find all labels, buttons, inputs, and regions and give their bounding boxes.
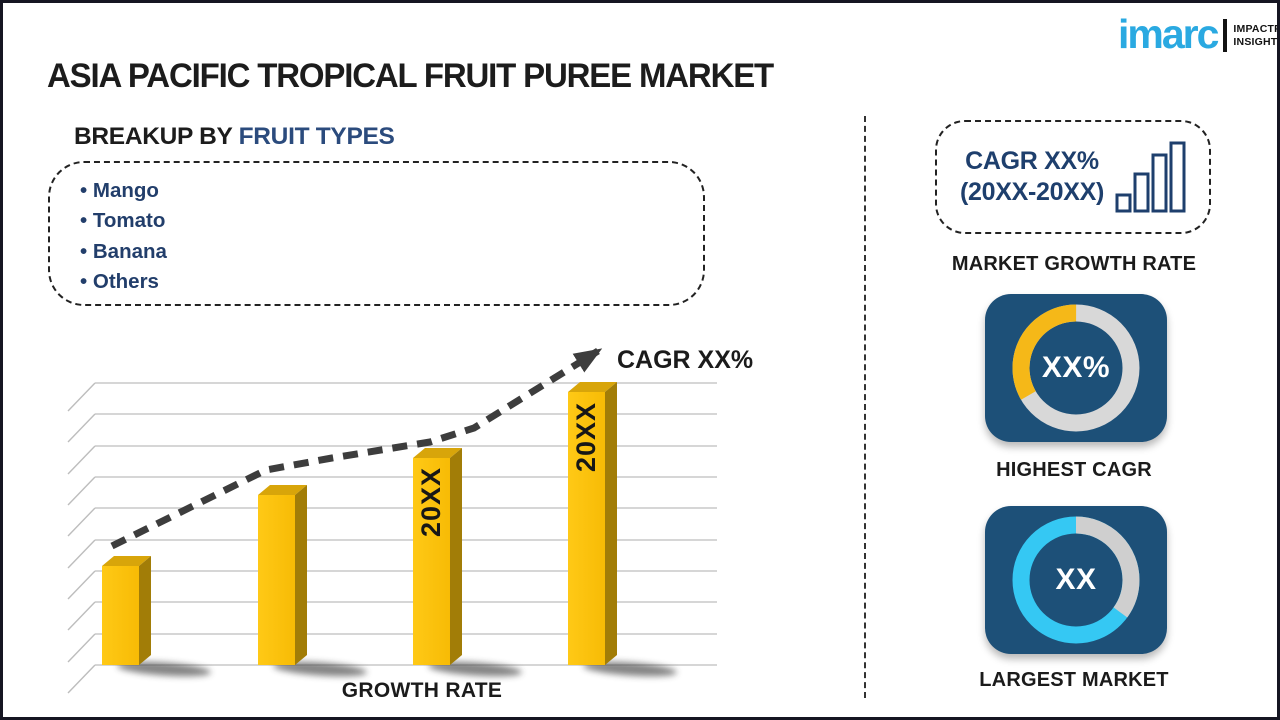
- section-divider: [864, 116, 866, 698]
- cagr-box: CAGR XX% (20XX-20XX): [935, 120, 1211, 234]
- largest-market-card: XX: [985, 506, 1167, 654]
- logo-tagline-line2: INSIGHTS: [1233, 35, 1280, 48]
- highest-cagr-donut: XX%: [1012, 304, 1140, 432]
- chart-gridlines: [67, 382, 717, 694]
- bar-series: 20XX 20XX: [102, 382, 617, 665]
- x-axis-label: GROWTH RATE: [342, 679, 502, 702]
- growing-bars-icon: [1115, 141, 1186, 213]
- logo-tagline-line1: IMPACTFUL: [1233, 22, 1280, 35]
- logo-divider: [1223, 19, 1228, 52]
- bar-4-label: 20XX: [571, 402, 601, 472]
- growth-bar-chart: 20XX 20XX CAGR XX% GROWTH RATE: [67, 346, 753, 702]
- imarc-brand-text: imarc: [1118, 11, 1219, 57]
- trend-arrow: [110, 348, 603, 550]
- list-item-tomato: Tomato: [80, 206, 703, 236]
- breakup-heading-highlight: FRUIT TYPES: [238, 123, 395, 150]
- imarc-logo: imarc IMPACTFUL INSIGHTS: [1118, 14, 1280, 55]
- cagr-box-text: CAGR XX% (20XX-20XX): [953, 146, 1111, 209]
- fruit-types-box: Mango Tomato Banana Others: [48, 161, 705, 306]
- fruit-types-list: Mango Tomato Banana Others: [50, 163, 703, 298]
- list-item-banana: Banana: [80, 237, 703, 267]
- breakup-heading: BREAKUP BY FRUIT TYPES: [74, 123, 395, 151]
- list-item-mango: Mango: [80, 176, 703, 206]
- largest-market-value: XX: [1055, 563, 1097, 596]
- largest-market-donut: XX: [1012, 516, 1140, 644]
- list-item-others: Others: [80, 267, 703, 297]
- page-title: ASIA PACIFIC TROPICAL FRUIT PUREE MARKET: [47, 57, 774, 95]
- highest-cagr-card: XX%: [985, 294, 1167, 442]
- highest-cagr-value: XX%: [1041, 351, 1111, 384]
- bar-shadows: [117, 661, 677, 677]
- breakup-heading-prefix: BREAKUP BY: [74, 123, 239, 150]
- highest-cagr-label: HIGHEST CAGR: [996, 459, 1152, 481]
- cagr-box-line1: CAGR XX%: [965, 146, 1099, 175]
- bar-2: [258, 485, 307, 665]
- largest-market-label: LARGEST MARKET: [979, 669, 1169, 691]
- market-growth-rate-label: MARKET GROWTH RATE: [951, 253, 1197, 275]
- logo-tagline: IMPACTFUL INSIGHTS: [1233, 23, 1280, 48]
- trend-annotation: CAGR XX%: [617, 346, 753, 374]
- bar-1: [102, 556, 151, 665]
- bar-3: 20XX: [413, 448, 462, 665]
- bar-4: 20XX: [568, 382, 617, 665]
- bar-3-label: 20XX: [416, 467, 446, 537]
- cagr-box-line2: (20XX-20XX): [960, 178, 1104, 206]
